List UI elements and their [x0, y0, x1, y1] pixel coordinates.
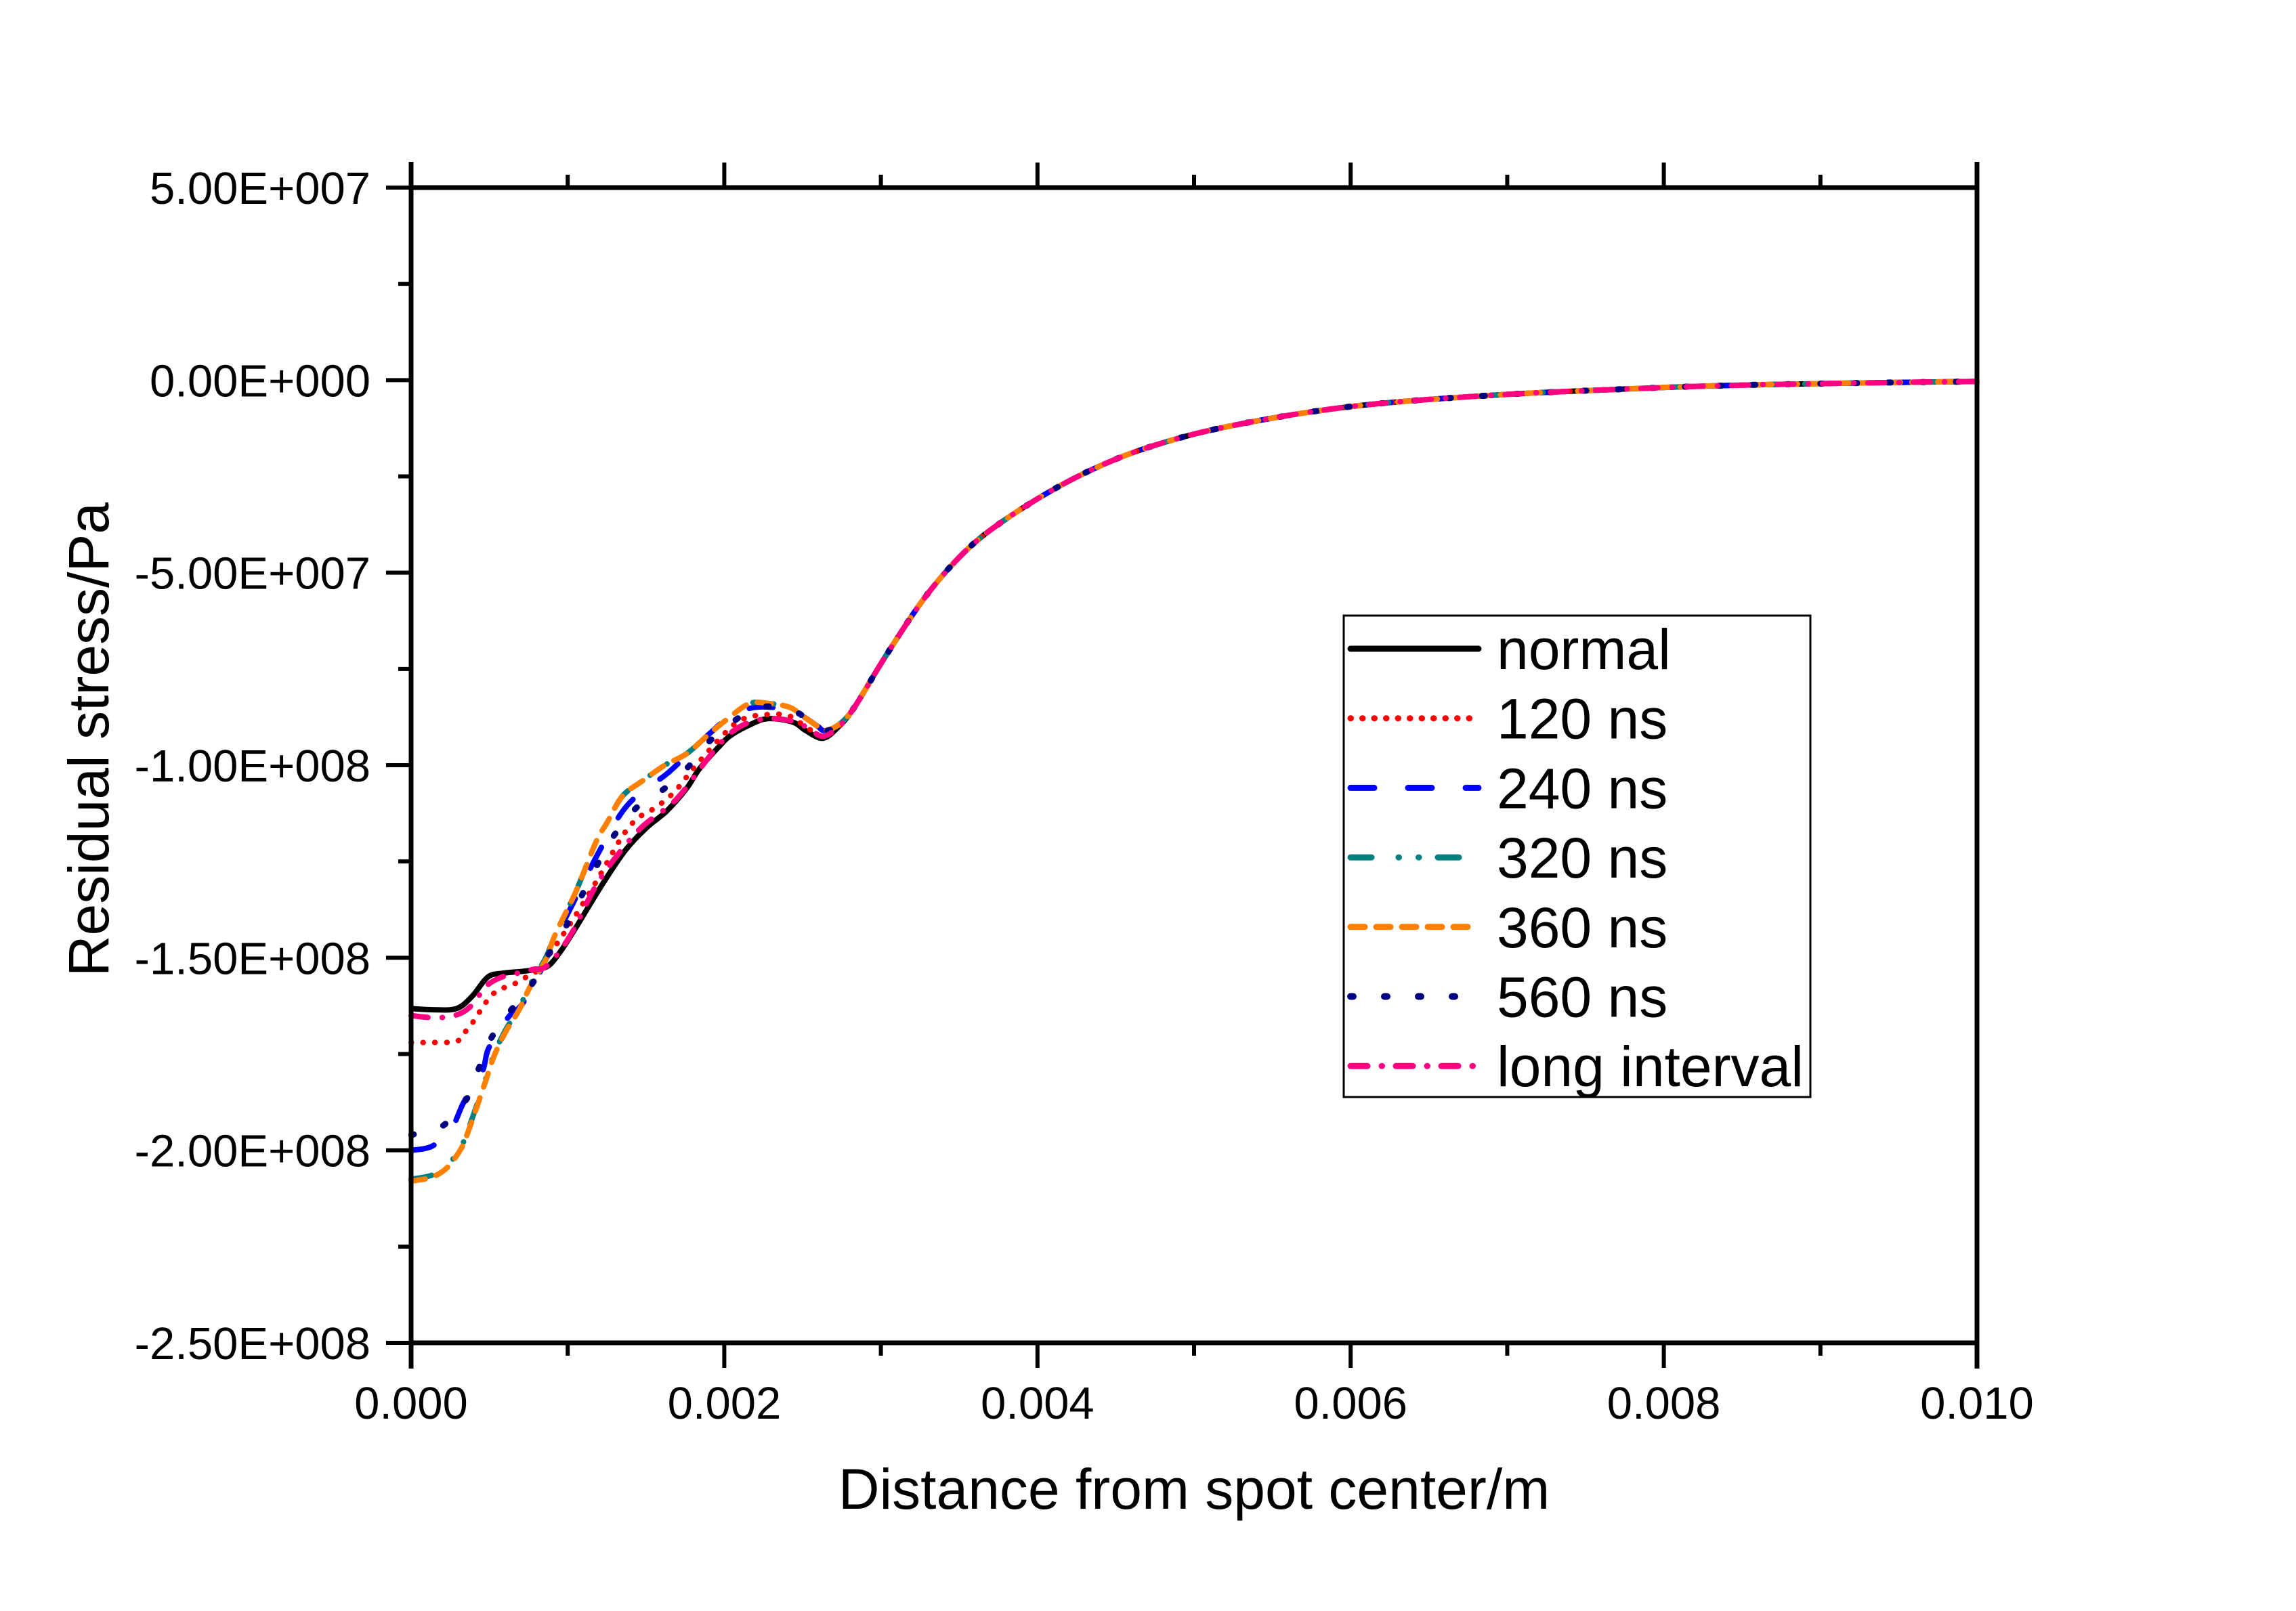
x-axis-title: Distance from spot center/m — [838, 1457, 1550, 1521]
legend-label: 120 ns — [1497, 687, 1667, 751]
x-tick-label: 0.002 — [668, 1378, 782, 1429]
y-tick-label: -1.50E+008 — [135, 933, 370, 984]
legend-item: 560 ns — [1347, 966, 1667, 1029]
y-tick-label: 5.00E+007 — [150, 163, 370, 214]
legend-item: 240 ns — [1347, 756, 1667, 820]
series-line-long-interval — [408, 379, 1980, 1021]
legend-item: normal — [1347, 618, 1671, 681]
legend-item: long interval — [1347, 1035, 1804, 1098]
legend-label: 240 ns — [1497, 756, 1667, 820]
legend-label: 320 ns — [1497, 826, 1667, 890]
x-tick-label: 0.004 — [981, 1378, 1094, 1429]
y-axis-title: Residual stress/Pa — [57, 502, 121, 977]
y-tick-label: -2.50E+008 — [135, 1318, 370, 1369]
x-tick-label: 0.000 — [354, 1378, 468, 1429]
legend-label: normal — [1497, 618, 1671, 681]
legend-label: 360 ns — [1497, 896, 1667, 960]
legend-label: long interval — [1497, 1035, 1804, 1098]
x-tick-label: 0.010 — [1920, 1378, 2034, 1429]
legend-item: 320 ns — [1347, 826, 1667, 890]
legend-item: 120 ns — [1347, 687, 1667, 751]
legend-label: 560 ns — [1497, 966, 1667, 1029]
y-tick-label: -2.00E+008 — [135, 1126, 370, 1177]
y-axis-ticks: 5.00E+007 0.00E+000 -5.00E+007 -1.00E+008 -1… — [135, 163, 411, 1369]
x-tick-label: 0.006 — [1294, 1378, 1407, 1429]
y-tick-label: -1.00E+008 — [135, 741, 370, 792]
legend-item: 360 ns — [1347, 896, 1667, 960]
x-axis-ticks: 0.000 0.002 0.004 0.006 0.008 0.010 — [354, 163, 2034, 1429]
series-line-320-ns — [408, 379, 1980, 1182]
series-curves — [408, 378, 1980, 1184]
y-tick-label: 0.00E+000 — [150, 356, 370, 406]
y-tick-label: -5.00E+007 — [135, 549, 370, 599]
x-tick-label: 0.008 — [1607, 1378, 1721, 1429]
